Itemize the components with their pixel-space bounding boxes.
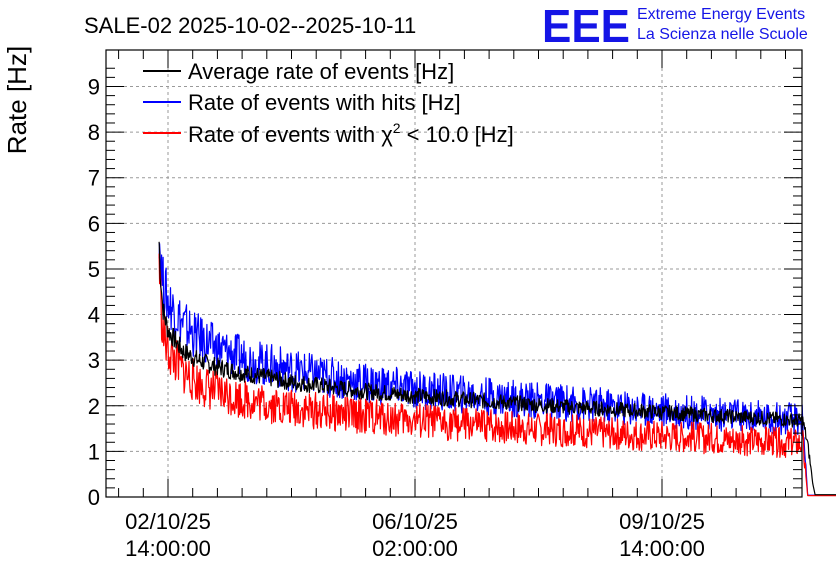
legend: Average rate of events [Hz] Rate of even… (143, 59, 514, 147)
legend-label-average: Average rate of events [Hz] (188, 59, 454, 84)
eee-logo-line2: La Scienza nelle Scuole (637, 26, 808, 43)
tick-labels: 012345678902/10/2514:00:0006/10/2502:00:… (88, 74, 705, 561)
legend-label-chi2: Rate of events with χ2 < 10.0 [Hz] (188, 120, 514, 147)
eee-logo: EEE Extreme Energy Events La Scienza nel… (542, 0, 808, 52)
y-tick-label: 3 (88, 348, 100, 373)
axes (105, 49, 803, 498)
y-tick-label: 9 (88, 74, 100, 99)
y-axis-label: Rate [Hz] (2, 46, 32, 154)
series-chi2 (158, 253, 836, 497)
eee-logo-mark: EEE (542, 0, 630, 52)
x-tick-label-date: 06/10/25 (372, 509, 458, 534)
x-tick-label-time: 14:00:00 (619, 536, 705, 561)
x-tick-label-date: 02/10/25 (125, 509, 211, 534)
y-tick-label: 5 (88, 257, 100, 282)
y-tick-label: 2 (88, 394, 100, 419)
gridlines (106, 50, 802, 497)
x-tick-label-time: 14:00:00 (125, 536, 211, 561)
y-tick-label: 6 (88, 211, 100, 236)
x-tick-label-date: 09/10/25 (619, 509, 705, 534)
y-tick-label: 1 (88, 439, 100, 464)
series-layer (158, 241, 836, 497)
legend-label-chi2-main: Rate of events with χ (188, 122, 393, 147)
y-tick-label: 7 (88, 166, 100, 191)
eee-logo-line1: Extreme Energy Events (637, 6, 805, 23)
y-tick-label: 8 (88, 120, 100, 145)
y-tick-label: 0 (88, 485, 100, 510)
legend-label-chi2-sup: 2 (393, 120, 401, 136)
chart-title: SALE-02 2025-10-02--2025-10-11 (84, 13, 416, 38)
x-tick-label-time: 02:00:00 (372, 536, 458, 561)
series-average (158, 241, 836, 496)
legend-label-hits: Rate of events with hits [Hz] (188, 90, 461, 115)
plot-frame (105, 49, 803, 498)
legend-label-chi2-rest: < 10.0 [Hz] (401, 122, 514, 147)
y-tick-label: 4 (88, 303, 100, 328)
